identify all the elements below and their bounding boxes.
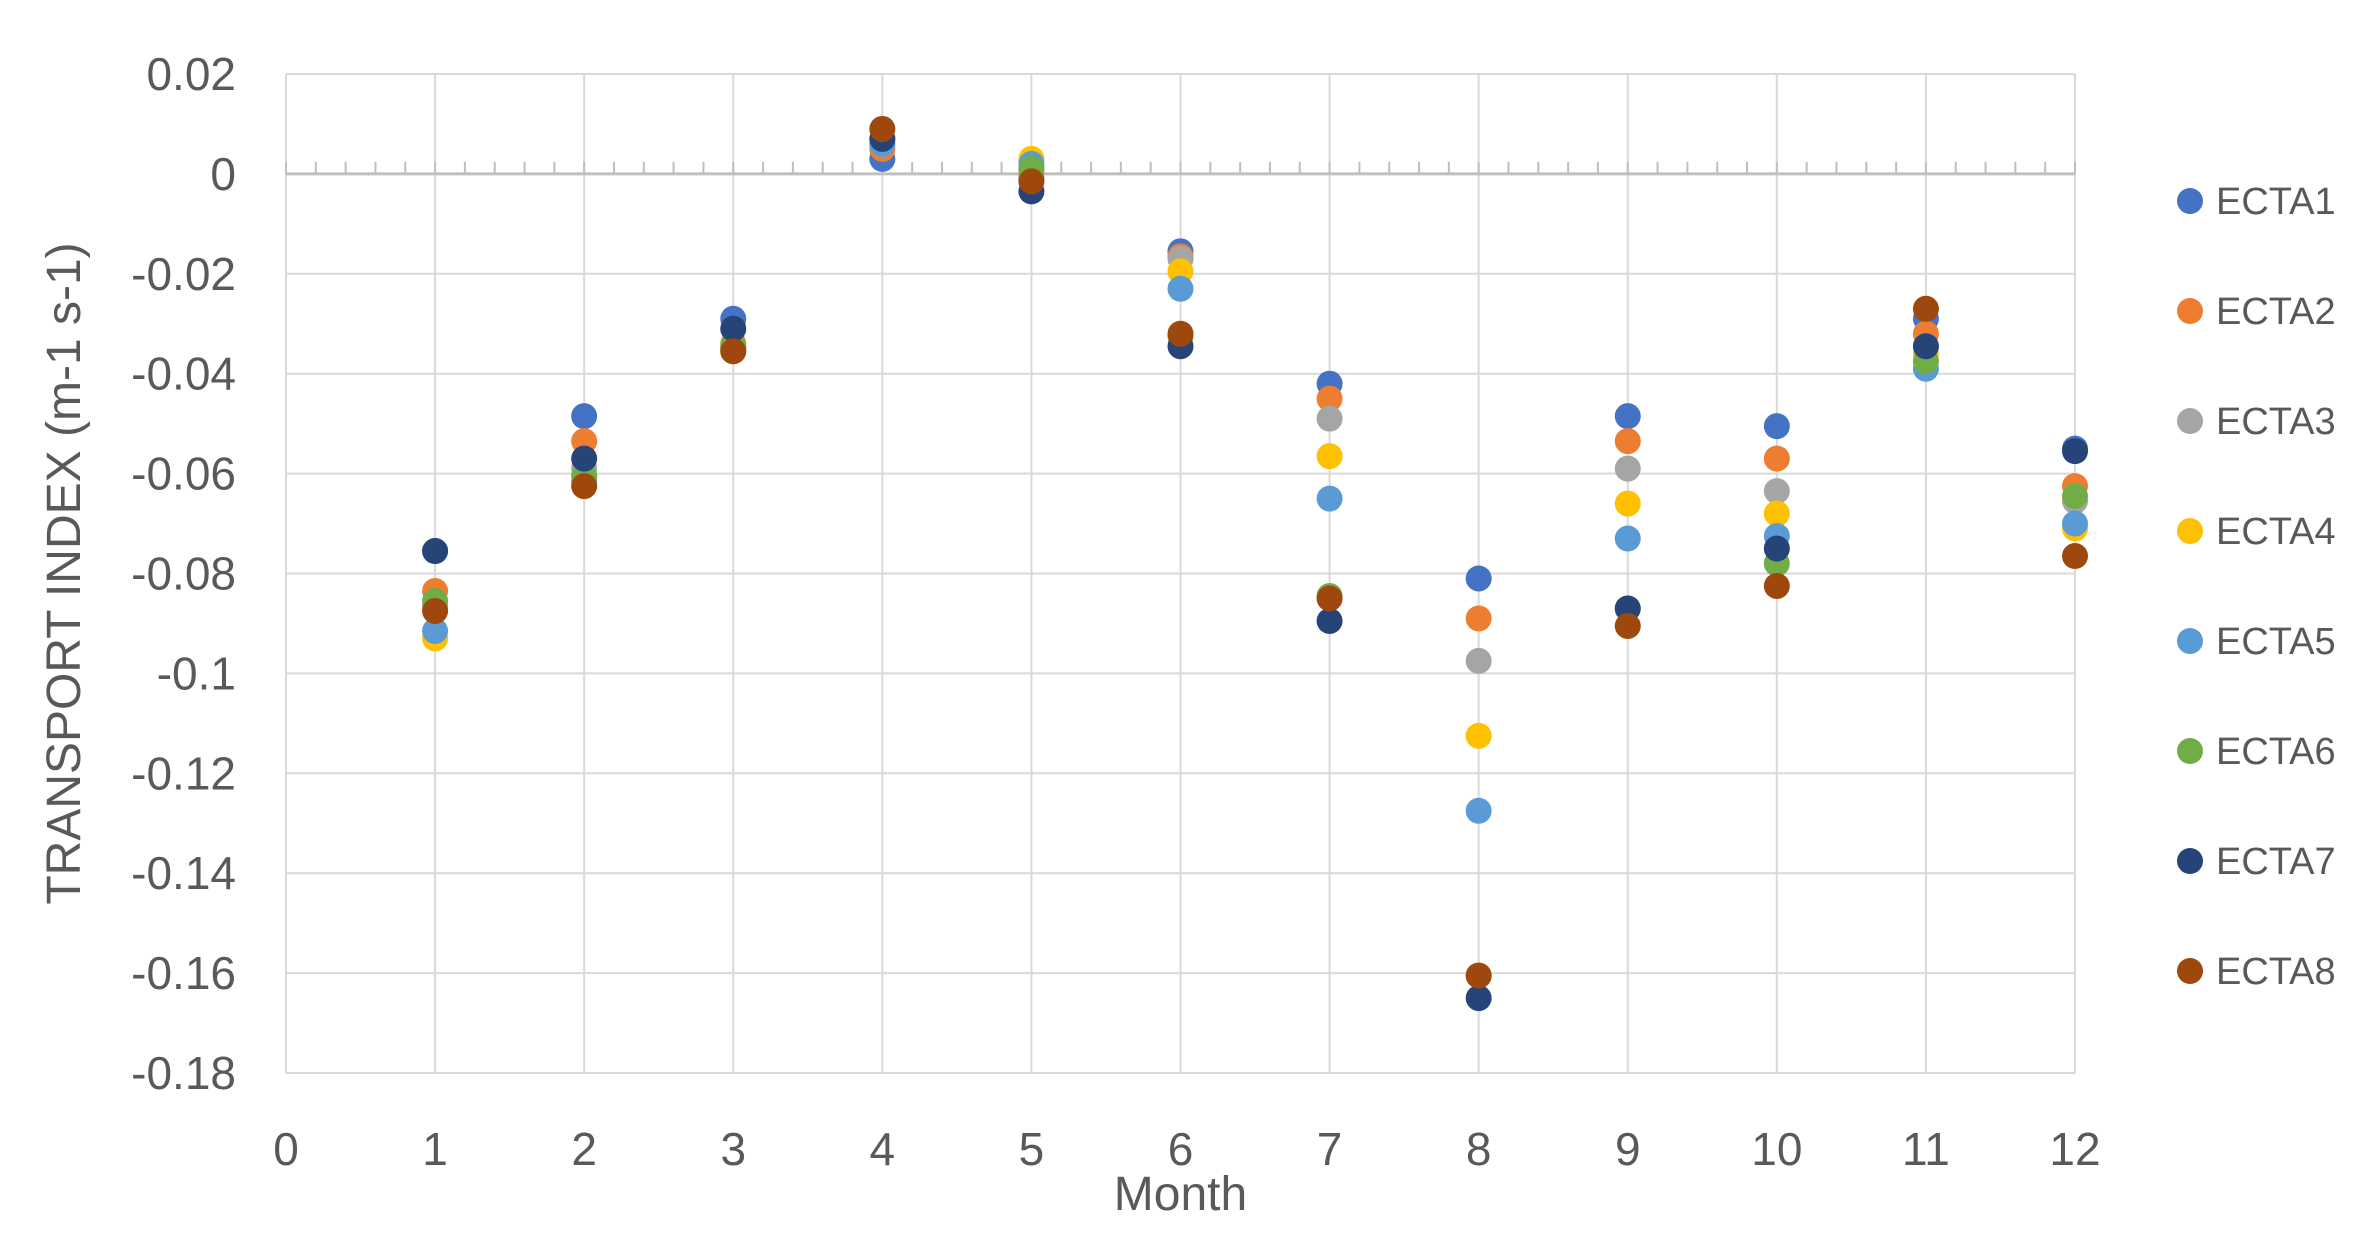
point-ecta3-month-9 [1614,455,1641,482]
x-tick-label: 2 [571,1123,597,1175]
x-tick-label: 1 [422,1123,448,1175]
legend-marker-ecta3 [2177,408,2203,434]
legend-label-ecta1: ECTA1 [2216,181,2336,223]
point-ecta5-month-8 [1465,797,1492,824]
x-tick-label: 10 [1751,1123,1802,1175]
legend-marker-ecta2 [2177,298,2203,324]
legend-label-ecta2: ECTA2 [2216,291,2336,333]
point-ecta8-month-5 [1018,168,1045,195]
y-tick-label: -0.16 [131,947,236,999]
point-ecta8-month-12 [2062,543,2088,570]
point-ecta5-month-9 [1614,525,1641,552]
y-tick-label: -0.1 [157,647,236,699]
point-ecta1-month-9 [1614,403,1641,430]
tick-labels: 0.02 0 -0.02 -0.04 -0.06 -0.08 -0.1 -0.12 -0.14 -… [131,48,2100,1175]
legend-marker-ecta6 [2177,738,2203,764]
point-ecta3-month-10 [1763,478,1790,505]
point-ecta8-month-9 [1614,612,1641,639]
point-ecta6-month-12 [2062,483,2088,510]
point-ecta1-month-8 [1465,565,1492,592]
y-tick-label: -0.02 [131,248,236,300]
y-tick-label: -0.04 [131,348,236,400]
x-tick-label: 5 [1019,1123,1045,1175]
point-ecta7-month-2 [571,445,598,472]
point-ecta7-month-11 [1912,333,1939,360]
y-tick-label: -0.06 [131,448,236,500]
point-ecta5-month-7 [1316,485,1343,512]
point-ecta4-month-8 [1465,722,1492,749]
y-tick-label: -0.18 [131,1047,236,1099]
point-ecta7-month-12 [2062,438,2088,465]
point-ecta8-month-11 [1912,295,1939,322]
point-ecta8-month-6 [1167,320,1194,347]
point-ecta8-month-10 [1763,572,1790,599]
point-ecta8-month-2 [571,473,598,500]
point-ecta5-month-6 [1167,275,1194,302]
point-ecta4-month-10 [1763,500,1790,527]
point-ecta2-month-7 [1316,385,1343,412]
point-ecta5-month-1 [422,617,449,644]
legend-marker-ecta7 [2177,848,2203,874]
point-ecta8-month-4 [869,115,896,142]
point-ecta7-month-8 [1465,985,1492,1012]
point-ecta3-month-7 [1316,405,1343,432]
x-axis-title: Month [1114,1168,1247,1221]
x-tick-label: 7 [1317,1123,1343,1175]
x-tick-label: 6 [1168,1123,1194,1175]
legend-label-ecta7: ECTA7 [2216,841,2336,883]
legend-label-ecta5: ECTA5 [2216,621,2336,663]
point-ecta1-month-10 [1763,413,1790,440]
x-tick-label: 0 [273,1123,299,1175]
legend-label-ecta3: ECTA3 [2216,401,2336,443]
point-ecta4-month-7 [1316,443,1343,470]
point-ecta8-month-1 [422,597,449,624]
point-ecta8-month-8 [1465,962,1492,989]
x-tick-label: 3 [720,1123,746,1175]
point-ecta3-month-8 [1465,647,1492,674]
legend-marker-ecta1 [2177,188,2203,214]
x-tick-label: 11 [1902,1123,1950,1175]
point-ecta7-month-10 [1763,535,1790,562]
x-tick-label: 12 [2049,1123,2100,1175]
point-ecta5-month-12 [2062,510,2088,537]
x-tick-label: 9 [1615,1123,1641,1175]
axes [285,161,2076,176]
y-tick-label: -0.14 [131,847,236,899]
x-tick-label: 4 [870,1123,896,1175]
point-ecta4-month-9 [1614,490,1641,517]
point-ecta8-month-7 [1316,585,1343,612]
y-tick-label: 0.02 [146,48,236,100]
point-ecta7-month-1 [422,538,449,565]
legend-marker-ecta5 [2177,628,2203,654]
point-ecta2-month-9 [1614,428,1641,455]
legend: ECTA1 ECTA2 ECTA3 ECTA4 ECTA5 ECTA6 ECTA7 ECTA8 [2177,181,2336,993]
legend-marker-ecta8 [2177,958,2203,984]
point-ecta7-month-7 [1316,607,1343,634]
point-ecta2-month-8 [1465,605,1492,632]
x-tick-label: 8 [1466,1123,1492,1175]
point-ecta7-month-3 [720,315,747,342]
point-ecta2-month-10 [1763,445,1790,472]
legend-label-ecta4: ECTA4 [2216,511,2336,553]
y-axis-title: TRANSPORT INDEX (m-1 s-1) [38,242,91,904]
y-tick-label: 0 [210,148,236,200]
legend-label-ecta8: ECTA8 [2216,951,2336,993]
y-tick-label: -0.08 [131,548,236,600]
point-ecta1-month-2 [571,403,598,430]
y-tick-label: -0.12 [131,747,236,799]
point-ecta8-month-3 [720,338,747,365]
data-points [422,115,2088,1012]
legend-marker-ecta4 [2177,518,2203,544]
grid [285,73,2076,1074]
legend-label-ecta6: ECTA6 [2216,731,2336,773]
